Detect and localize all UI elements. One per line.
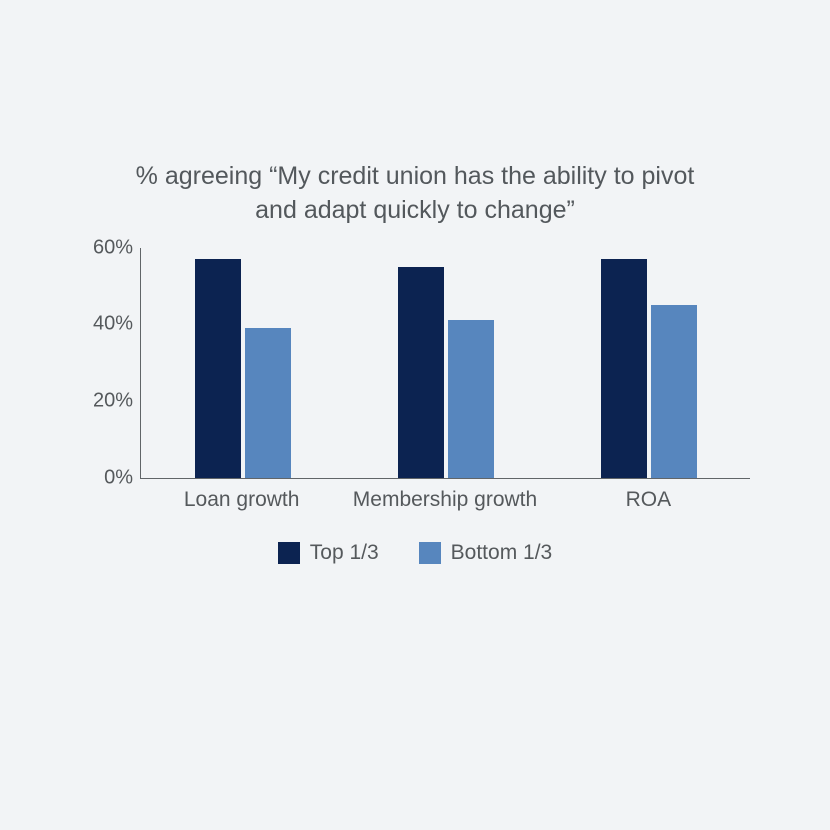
plot-area: 60% 40% 20% 0%: [140, 248, 750, 479]
ytick-label: 40%: [81, 313, 133, 336]
legend-swatch: [419, 542, 441, 564]
bar-top: [195, 259, 241, 478]
legend-swatch: [278, 542, 300, 564]
bar-group: [344, 248, 547, 478]
xtick-label: Membership growth: [343, 479, 546, 513]
bar-bottom: [651, 305, 697, 478]
ytick-label: 0%: [81, 466, 133, 489]
bar-chart: % agreeing “My credit union has the abil…: [80, 160, 750, 565]
bar-group: [141, 248, 344, 478]
bars-container: [141, 248, 750, 478]
ytick-label: 60%: [81, 236, 133, 259]
bar-group: [547, 248, 750, 478]
bar-top: [601, 259, 647, 478]
ytick-label: 20%: [81, 389, 133, 412]
x-axis-labels: Loan growth Membership growth ROA: [140, 479, 750, 513]
legend-label: Bottom 1/3: [451, 541, 553, 565]
chart-title: % agreeing “My credit union has the abil…: [125, 160, 705, 228]
xtick-label: Loan growth: [140, 479, 343, 513]
bar-bottom: [245, 328, 291, 478]
bar-bottom: [448, 320, 494, 477]
legend-label: Top 1/3: [310, 541, 379, 565]
legend-item: Bottom 1/3: [419, 541, 553, 565]
bar-top: [398, 267, 444, 478]
xtick-label: ROA: [547, 479, 750, 513]
legend: Top 1/3 Bottom 1/3: [80, 541, 750, 565]
legend-item: Top 1/3: [278, 541, 379, 565]
